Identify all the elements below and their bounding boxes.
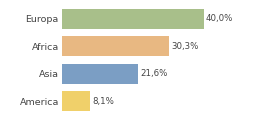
Text: 8,1%: 8,1% (92, 97, 115, 106)
Bar (62, 64, 138, 84)
Text: 30,3%: 30,3% (171, 42, 199, 51)
Bar (62, 36, 169, 56)
Text: 40,0%: 40,0% (206, 14, 233, 23)
Bar (62, 91, 90, 111)
Text: 21,6%: 21,6% (141, 69, 168, 78)
Bar (62, 9, 204, 29)
